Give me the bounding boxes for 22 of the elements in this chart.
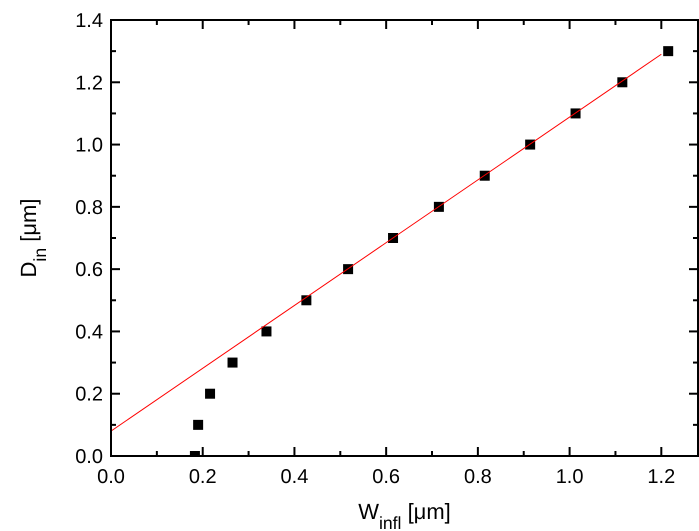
y-tick-label: 1.4 [75,10,103,32]
y-tick-label: 0.2 [75,384,103,406]
x-axis-title: W$_{infl}$ [μm] [358,499,451,531]
point [301,295,312,306]
y-tick-label: 0.8 [75,196,103,219]
x-tick-label: 0.8 [464,466,492,488]
y-tick-label: 0.6 [75,259,103,282]
y-tick-label: 1.0 [75,134,103,157]
y-tick-label: 0.4 [75,321,103,344]
x-tick-label: 0.6 [372,466,400,488]
point [205,388,216,399]
point [193,420,204,430]
x-tick-label: 0.4 [280,466,308,488]
point [261,326,272,336]
y-tick-label: 1.2 [75,72,103,94]
x-tick-label: 0.0 [97,466,125,488]
x-tick-label: 0.2 [188,466,217,488]
x-tick-label: 1.2 [647,466,676,488]
point [228,358,238,368]
point [663,46,674,56]
y-tick-label: 0.0 [75,446,103,468]
x-tick-label: 1.0 [556,466,584,488]
